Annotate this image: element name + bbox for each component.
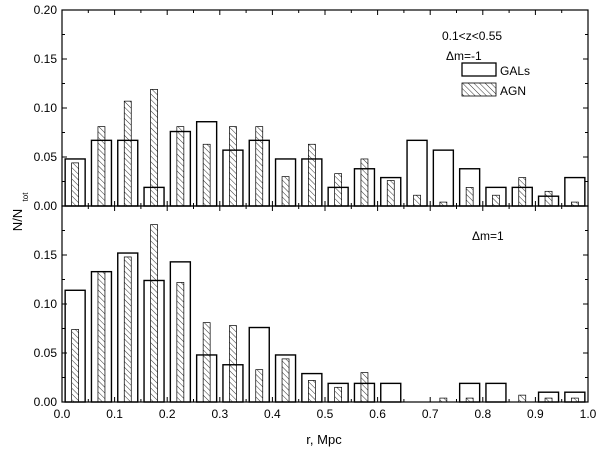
agn-bar-top	[439, 201, 448, 207]
agn-bar-top	[202, 143, 211, 207]
x-tick-label: 1.0	[580, 407, 597, 421]
bars-group	[64, 89, 586, 403]
agn-bar-bottom	[71, 329, 80, 403]
x-tick-label: 0.3	[211, 407, 228, 421]
x-tick-label: 0.5	[317, 407, 334, 421]
x-tick-label: 0.4	[264, 407, 281, 421]
agn-bar-bottom	[518, 394, 527, 403]
annotation-delta-m-top: Δm=-1	[446, 49, 482, 63]
agn-bar-bottom	[544, 397, 553, 403]
agn-bar-bottom	[176, 282, 185, 403]
agn-bar-top	[229, 126, 237, 207]
gals-bar-bottom	[380, 382, 402, 403]
agn-bar-bottom	[570, 397, 579, 403]
gals-bar-top	[432, 149, 455, 207]
x-tick-label: 0.7	[422, 407, 439, 421]
agn-bar-bottom	[360, 372, 369, 403]
agn-bar-bottom	[465, 397, 474, 403]
agn-bar-top	[123, 100, 132, 207]
x-tick-label: 0.0	[54, 407, 71, 421]
y-tick-label-top: 0.05	[34, 150, 58, 164]
agn-bar-top	[308, 143, 316, 207]
x-tick-label: 0.6	[369, 407, 386, 421]
gals-bar-bottom	[485, 382, 507, 403]
legend-label-agn: AGN	[500, 84, 526, 98]
y-tick-label-top: 0.15	[34, 52, 58, 66]
y-axis-title: N/N tot	[10, 192, 30, 231]
agn-bar-top	[518, 177, 527, 207]
agn-bar-bottom	[439, 397, 448, 403]
y-tick-label-bottom: 0.10	[34, 297, 58, 311]
annotation-delta-m-bottom: Δm=1	[472, 229, 504, 243]
y-tick-label-top: 0.10	[34, 101, 58, 115]
legend-swatch-gals	[461, 62, 497, 77]
legend-label-gals: GALs	[500, 64, 530, 78]
panel-frame-top	[61, 9, 589, 207]
agn-bar-bottom	[229, 325, 237, 403]
agn-bar-top	[97, 126, 106, 207]
x-axis-title: r, Mpc	[306, 432, 342, 447]
agn-bar-bottom	[97, 271, 106, 403]
agn-bar-top	[413, 194, 421, 207]
agn-bar-top	[465, 187, 474, 207]
x-tick-label: 0.2	[159, 407, 176, 421]
agn-bar-top	[386, 180, 395, 207]
agn-bar-top	[544, 190, 553, 207]
legend: GALs AGN	[461, 62, 530, 98]
x-tick-label: 0.8	[474, 407, 491, 421]
y-tick-label-bottom: 0.00	[34, 395, 58, 409]
agn-bar-top	[281, 176, 290, 207]
x-tick-label: 0.1	[106, 407, 123, 421]
agn-bar-bottom	[123, 256, 132, 403]
y-tick-label-top: 0.00	[34, 199, 58, 213]
panel-frame-bottom	[61, 205, 589, 403]
y-tick-label-bottom: 0.15	[34, 248, 58, 262]
agn-bar-top	[71, 162, 80, 207]
y-tick-label-bottom: 0.05	[34, 346, 58, 360]
legend-swatch-agn	[461, 82, 497, 97]
agn-bar-top	[570, 201, 579, 207]
agn-bar-bottom	[255, 369, 264, 403]
agn-bar-bottom	[281, 358, 290, 403]
agn-bar-bottom	[150, 224, 158, 403]
x-tick-label: 0.9	[527, 407, 544, 421]
agn-bar-top	[360, 158, 369, 207]
agn-bar-bottom	[334, 386, 342, 403]
agn-bar-top	[492, 194, 500, 207]
annotation-redshift: 0.1<z<0.55	[442, 29, 502, 43]
axes-group	[61, 9, 589, 403]
agn-bar-top	[334, 173, 342, 207]
agn-bar-top	[255, 126, 264, 207]
agn-bar-bottom	[308, 380, 316, 403]
agn-bar-top	[176, 126, 185, 207]
y-axis-title-subscript: tot	[21, 192, 30, 202]
agn-bar-top	[150, 89, 158, 207]
y-axis-title-main: N/N	[10, 209, 25, 231]
labels-group: 0.00 0.05 0.10 0.15 0.20 0.00 0.05 0.10 0.15 0.0 0…	[34, 3, 597, 421]
y-tick-label-top: 0.20	[34, 3, 58, 17]
agn-bar-bottom	[202, 322, 211, 403]
